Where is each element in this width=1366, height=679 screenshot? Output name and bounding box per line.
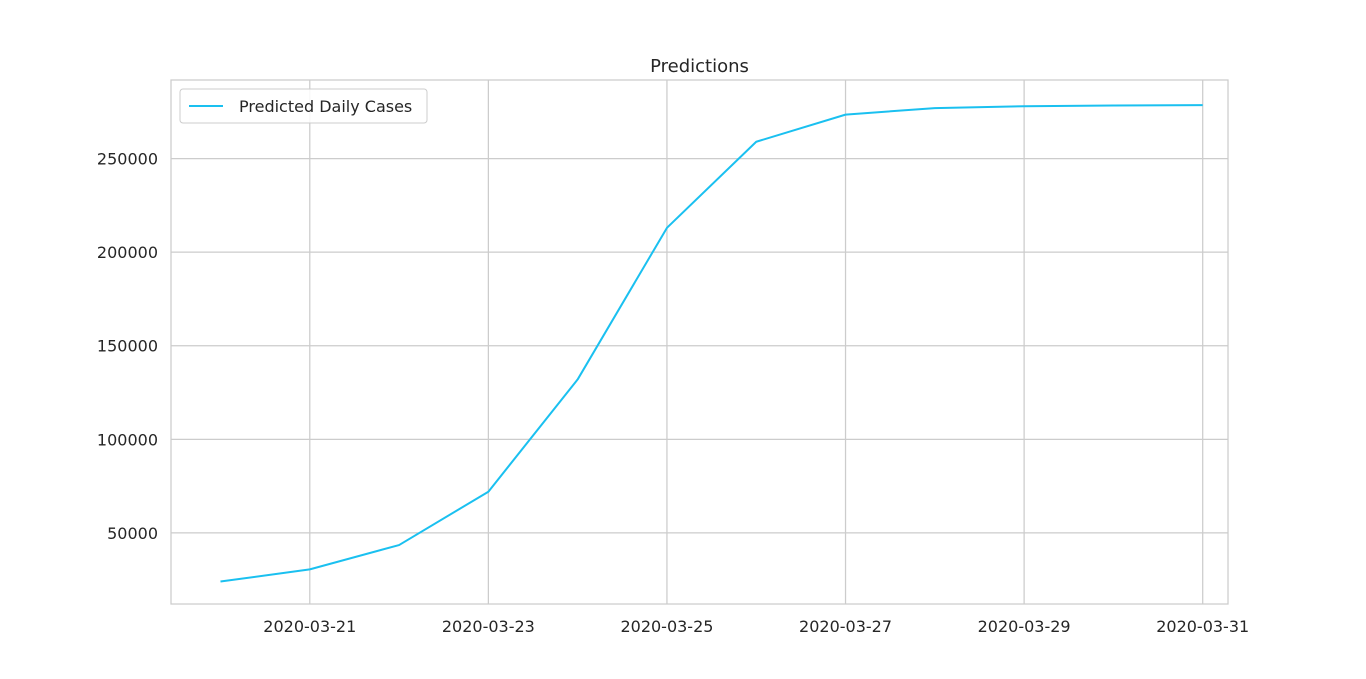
x-tick-label: 2020-03-25 [620, 617, 713, 636]
x-tick-label: 2020-03-23 [442, 617, 535, 636]
x-axis: 2020-03-21 2020-03-23 2020-03-25 2020-03-27… [263, 617, 1249, 636]
y-tick-label: 200000 [97, 243, 158, 262]
y-tick-label: 150000 [97, 337, 158, 356]
x-tick-label: 2020-03-29 [978, 617, 1071, 636]
legend: Predicted Daily Cases [179, 88, 428, 124]
legend-label: Predicted Daily Cases [239, 97, 412, 116]
x-tick-label: 2020-03-21 [263, 617, 356, 636]
line-layer [220, 104, 1203, 583]
y-tick-label: 100000 [97, 430, 158, 449]
x-tick-label: 2020-03-31 [1156, 617, 1249, 636]
chart-title: Predictions [650, 56, 749, 77]
y-tick-label: 50000 [107, 524, 158, 543]
legend-box [179, 88, 428, 124]
y-tick-label: 250000 [97, 150, 158, 169]
y-axis: 50000 100000 150000 200000 250000 [97, 150, 158, 543]
grid [171, 80, 1228, 604]
series-line [220, 104, 1203, 583]
plot-frame [170, 79, 1229, 605]
x-tick-label: 2020-03-27 [799, 617, 892, 636]
